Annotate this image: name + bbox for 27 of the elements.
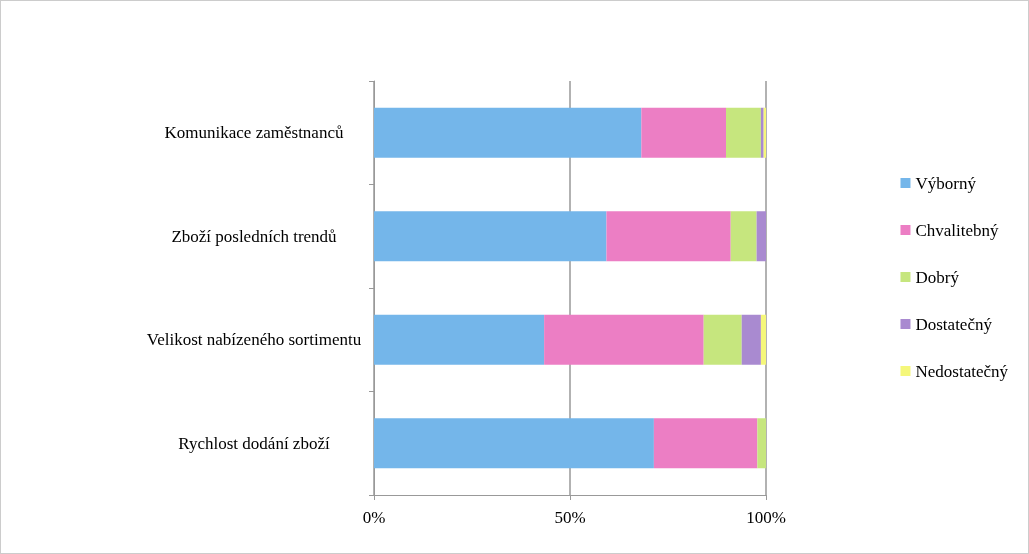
bar xyxy=(756,211,766,262)
bar xyxy=(730,211,757,262)
bar xyxy=(374,418,654,469)
legend-label: Dostatečný xyxy=(915,314,993,334)
legend-label: Chvalitebný xyxy=(915,220,1000,240)
x-tick-label: 0% xyxy=(362,508,386,527)
bar xyxy=(760,314,766,365)
y-tick-label: Zboží posledních trendů xyxy=(171,226,338,246)
bar xyxy=(641,107,727,158)
legend-label: Nedostatečný xyxy=(915,361,1009,381)
bar xyxy=(726,107,761,158)
bar xyxy=(741,314,761,365)
bar xyxy=(703,314,742,365)
bar xyxy=(374,107,642,158)
bar xyxy=(374,314,545,365)
bar xyxy=(653,418,758,469)
x-tick-label: 100% xyxy=(746,508,786,527)
legend-label: Výborný xyxy=(915,173,977,193)
y-tick-label: Rychlost dodání zboží xyxy=(178,433,330,453)
bar xyxy=(544,314,704,365)
y-tick-label: Komunikace zaměstnanců xyxy=(164,123,344,143)
legend-label: Dobrý xyxy=(915,267,960,287)
y-tick-label: Velikost nabízeného sortimentu xyxy=(146,330,362,350)
bar xyxy=(757,418,766,469)
bar xyxy=(606,211,731,262)
x-tick-label: 50% xyxy=(554,508,586,527)
bar xyxy=(374,211,607,262)
